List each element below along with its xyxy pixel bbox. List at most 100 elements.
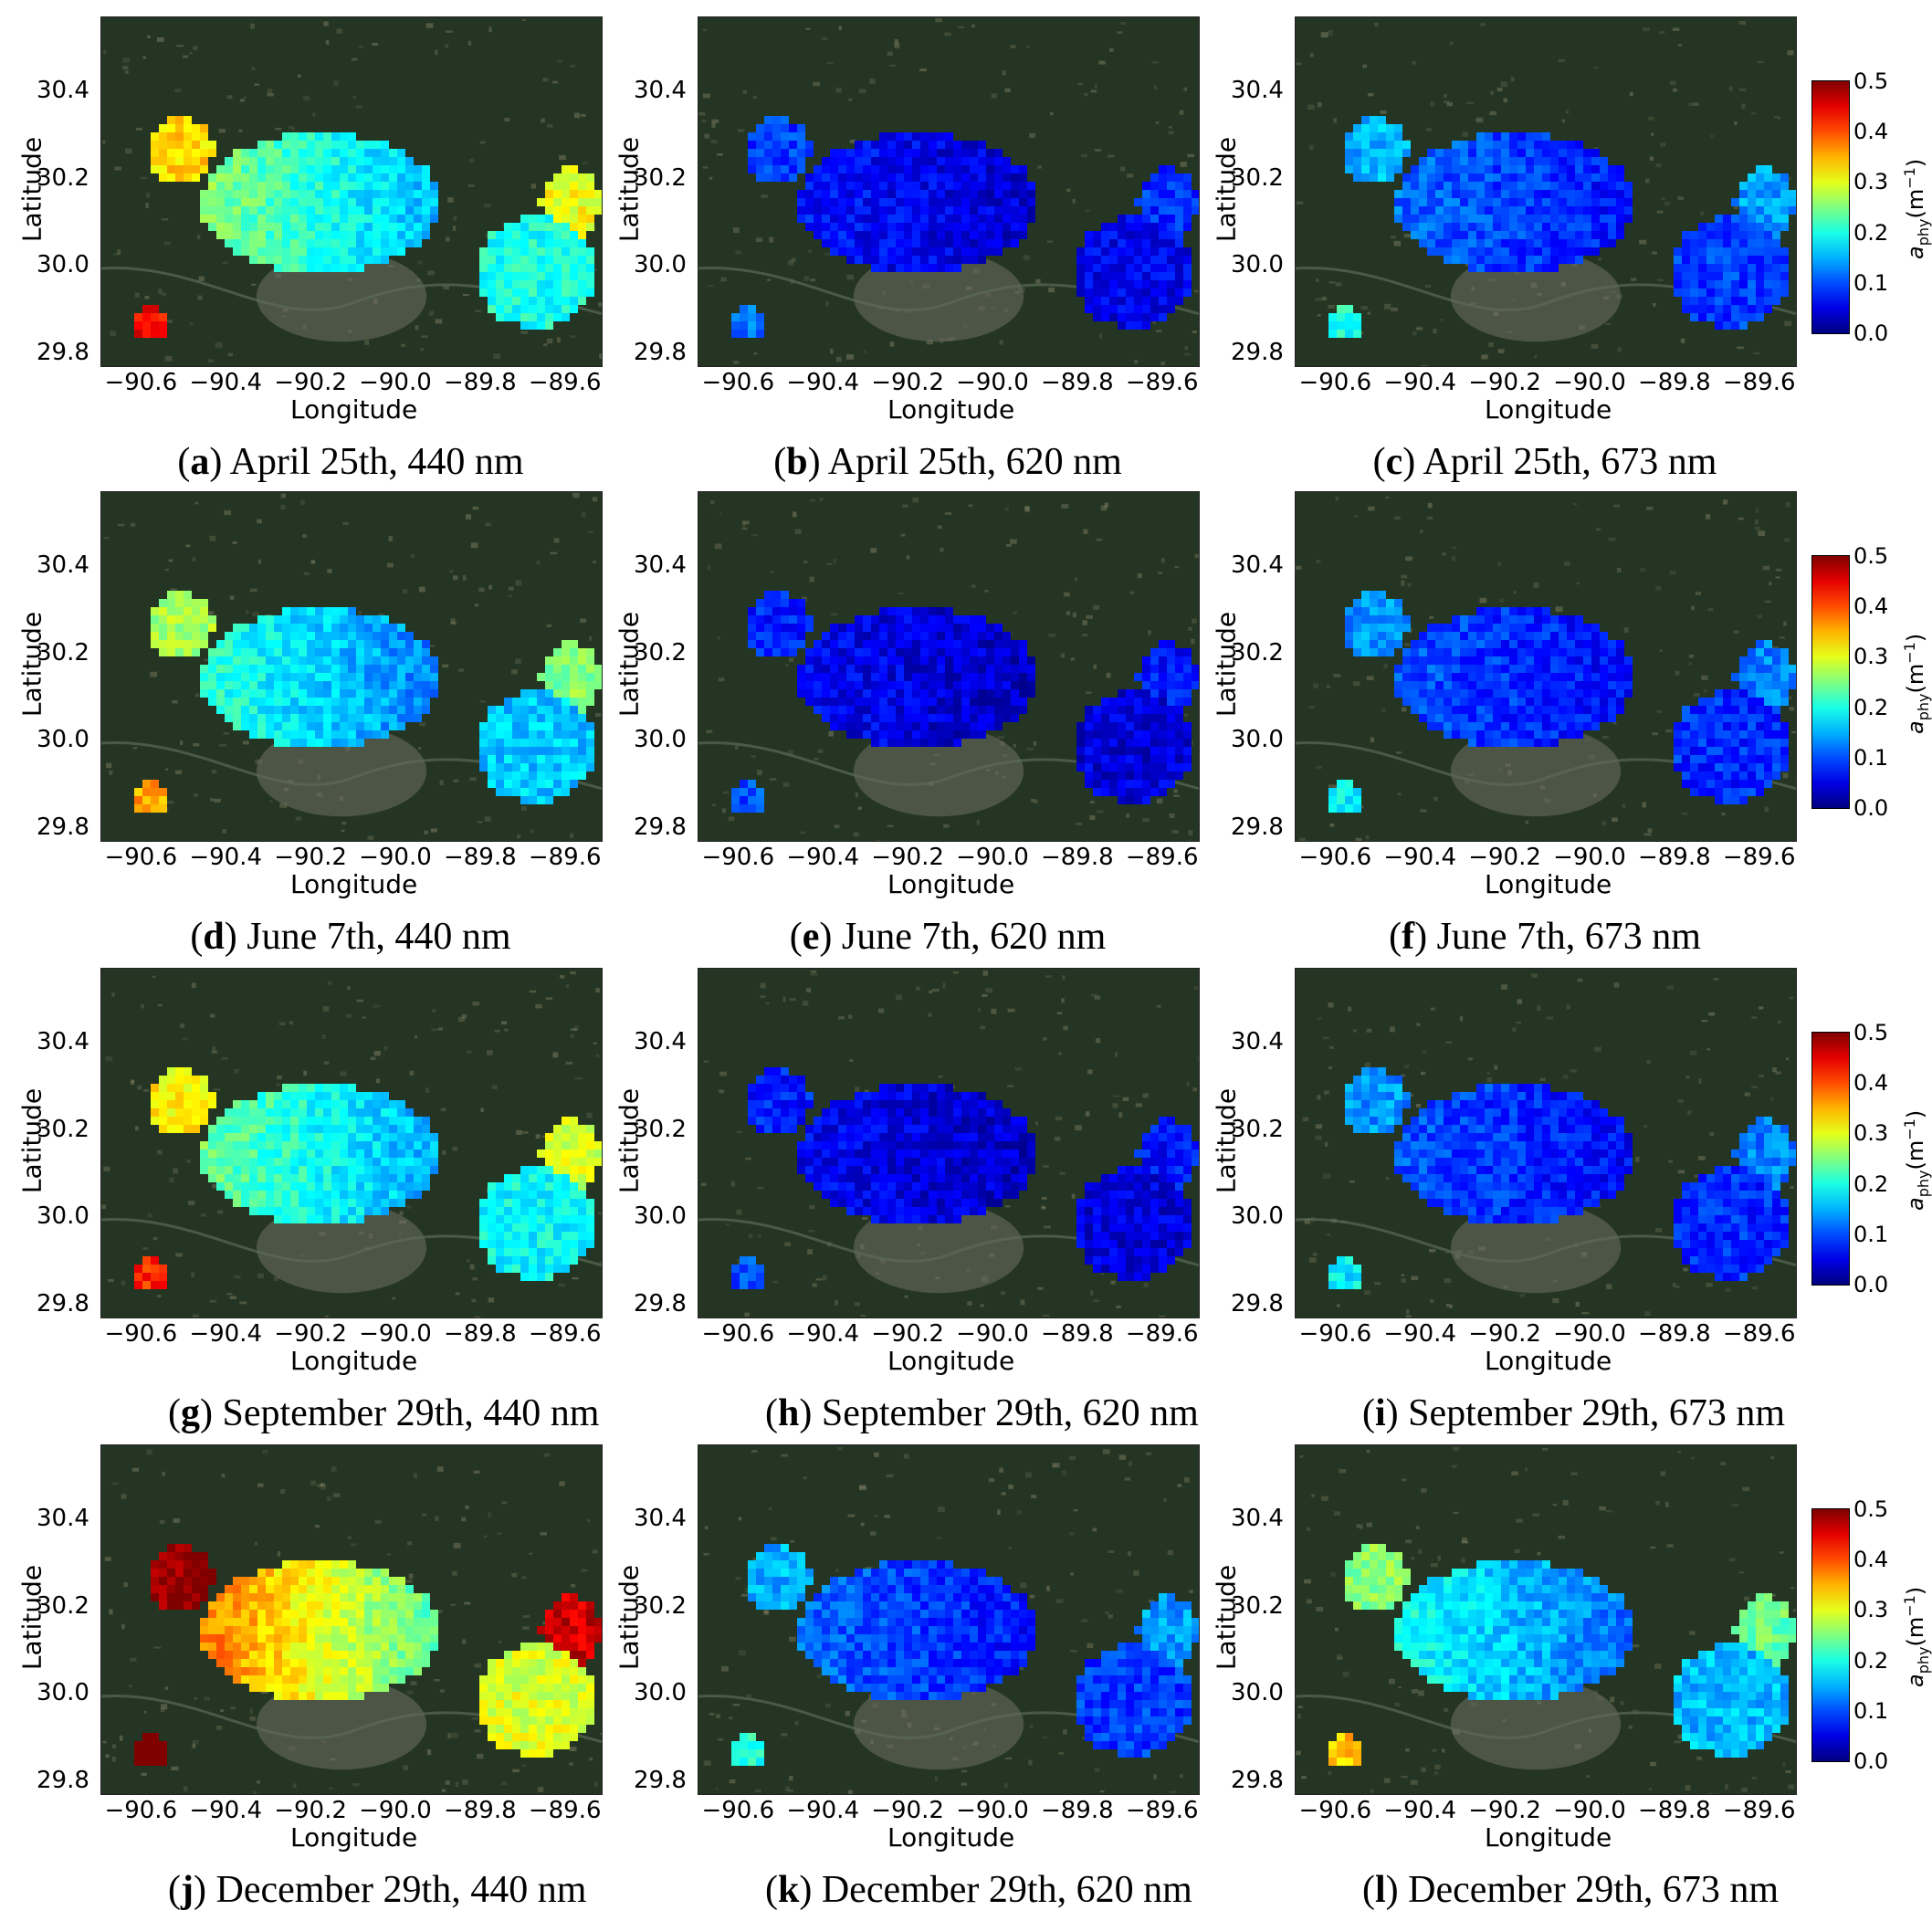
panel-caption: (f) June 7th, 673 nm <box>1389 916 1701 958</box>
x-tick-label: −90.4 <box>786 1320 859 1348</box>
y-tick-label: 30.4 <box>37 77 89 105</box>
x-tick-label: −89.8 <box>1040 844 1114 871</box>
x-tick-label: −89.6 <box>1125 844 1199 871</box>
colorbar-tick-label: 0.5 <box>1853 1496 1889 1522</box>
x-tick-label: −89.6 <box>1125 1320 1199 1348</box>
aphy-overlay <box>134 116 602 338</box>
y-tick-label: 30.0 <box>634 726 687 754</box>
y-tick-label: 29.8 <box>37 1289 89 1317</box>
x-tick-label: −90.2 <box>274 369 347 396</box>
panel-caption: (j) December 29th, 440 nm <box>168 1869 587 1911</box>
y-axis-label: Latitude <box>1211 1087 1242 1194</box>
x-tick-label: −89.8 <box>1637 1320 1711 1348</box>
satellite-map <box>101 969 602 1317</box>
x-tick-label: −90.2 <box>274 1797 347 1824</box>
y-tick-label: 30.2 <box>634 638 687 667</box>
y-axis-label: Latitude <box>1211 611 1242 718</box>
y-tick-label: 29.8 <box>634 1766 687 1794</box>
map-panel-f <box>1295 491 1797 842</box>
x-tick-label: −90.6 <box>1298 1320 1372 1348</box>
x-axis-label: Longitude <box>290 869 418 899</box>
map-panel-c <box>1295 16 1797 367</box>
x-tick-label: −90.2 <box>1468 1320 1541 1348</box>
x-tick-label: −89.8 <box>443 1797 517 1824</box>
colorbar-tick-label: 0.1 <box>1853 269 1889 296</box>
panel-caption: (h) September 29th, 620 nm <box>765 1392 1199 1434</box>
colorbar-tick-label: 0.0 <box>1853 320 1889 346</box>
x-tick-label: −90.6 <box>701 1320 775 1348</box>
x-tick-label: −89.6 <box>1722 1797 1796 1824</box>
x-tick-label: −90.0 <box>956 1320 1029 1348</box>
x-tick-label: −90.6 <box>701 1797 775 1824</box>
x-tick-label: −90.2 <box>1468 1797 1541 1824</box>
x-tick-label: −90.0 <box>956 1797 1029 1824</box>
colorbar-tick-label: 0.4 <box>1853 593 1889 620</box>
colorbar-tick-label: 0.0 <box>1853 1748 1889 1774</box>
x-tick-label: −90.0 <box>359 844 432 871</box>
colorbar-tick-label: 0.2 <box>1853 1170 1889 1197</box>
y-tick-label: 30.4 <box>634 551 687 580</box>
x-tick-label: −90.2 <box>1468 369 1541 396</box>
y-tick-label: 29.8 <box>37 1766 89 1794</box>
colorbar-tick-label: 0.3 <box>1853 1120 1889 1147</box>
x-tick-label: −89.8 <box>443 844 517 871</box>
map-panel-j <box>100 1444 603 1795</box>
x-tick-label: −90.0 <box>1553 1797 1626 1824</box>
y-tick-label: 30.4 <box>634 77 687 105</box>
x-tick-label: −90.4 <box>1383 844 1456 871</box>
colorbar-tick-label: 0.2 <box>1853 219 1889 246</box>
aphy-overlay <box>1328 591 1796 813</box>
x-tick-label: −90.6 <box>104 1797 178 1824</box>
panel-caption: (c) April 25th, 673 nm <box>1372 441 1717 483</box>
panel-caption: (a) April 25th, 440 nm <box>177 441 524 483</box>
x-tick-label: −90.0 <box>956 369 1029 396</box>
y-tick-label: 30.2 <box>1231 1115 1284 1143</box>
panel-letter: a <box>190 441 210 483</box>
x-tick-label: −90.4 <box>189 1797 262 1824</box>
aphy-overlay <box>1328 1067 1796 1289</box>
y-tick-label: 30.0 <box>1231 726 1284 754</box>
aphy-overlay <box>134 1067 602 1289</box>
satellite-map <box>1296 1445 1796 1794</box>
x-tick-label: −90.6 <box>1298 369 1372 396</box>
y-tick-label: 30.0 <box>1231 251 1284 279</box>
satellite-map <box>101 1445 602 1794</box>
x-tick-label: −90.2 <box>871 1320 944 1348</box>
satellite-map <box>1296 969 1796 1317</box>
colorbar-tick-label: 0.2 <box>1853 694 1889 720</box>
y-tick-label: 30.4 <box>634 1505 687 1533</box>
panel-letter: l <box>1375 1869 1386 1911</box>
panel-letter: i <box>1375 1392 1386 1434</box>
y-axis-label: Latitude <box>16 611 47 718</box>
y-tick-label: 30.4 <box>1231 77 1284 105</box>
colorbar-tick-label: 0.3 <box>1853 1597 1889 1623</box>
x-tick-label: −89.6 <box>1722 1320 1796 1348</box>
x-tick-label: −90.2 <box>871 844 944 871</box>
panel-letter: e <box>802 916 820 958</box>
y-tick-label: 30.0 <box>37 251 89 279</box>
y-tick-label: 29.8 <box>1231 1766 1284 1794</box>
y-tick-label: 29.8 <box>37 813 89 841</box>
map-panel-e <box>698 491 1200 842</box>
x-tick-label: −90.4 <box>189 844 262 871</box>
map-panel-a <box>100 16 603 367</box>
y-axis-label: Latitude <box>614 611 645 718</box>
x-tick-label: −90.0 <box>956 844 1029 871</box>
y-tick-label: 30.2 <box>37 1115 89 1143</box>
x-tick-label: −89.8 <box>1637 369 1711 396</box>
x-tick-label: −90.4 <box>189 369 262 396</box>
colorbar-tick-label: 0.4 <box>1853 1070 1889 1097</box>
x-tick-label: −90.4 <box>786 1797 859 1824</box>
y-axis-label: Latitude <box>16 1087 47 1194</box>
y-tick-label: 30.4 <box>37 1505 89 1533</box>
x-tick-label: −89.6 <box>1125 1797 1199 1824</box>
x-axis-label: Longitude <box>290 1346 418 1376</box>
x-tick-label: −90.0 <box>359 369 432 396</box>
map-panel-d <box>100 491 603 842</box>
x-tick-label: −90.0 <box>359 1797 432 1824</box>
colorbar-tick-label: 0.0 <box>1853 1272 1889 1297</box>
y-tick-label: 30.0 <box>634 1679 687 1707</box>
x-tick-label: −89.6 <box>1722 369 1796 396</box>
y-tick-label: 30.0 <box>37 1679 89 1707</box>
x-tick-label: −90.0 <box>1553 1320 1626 1348</box>
